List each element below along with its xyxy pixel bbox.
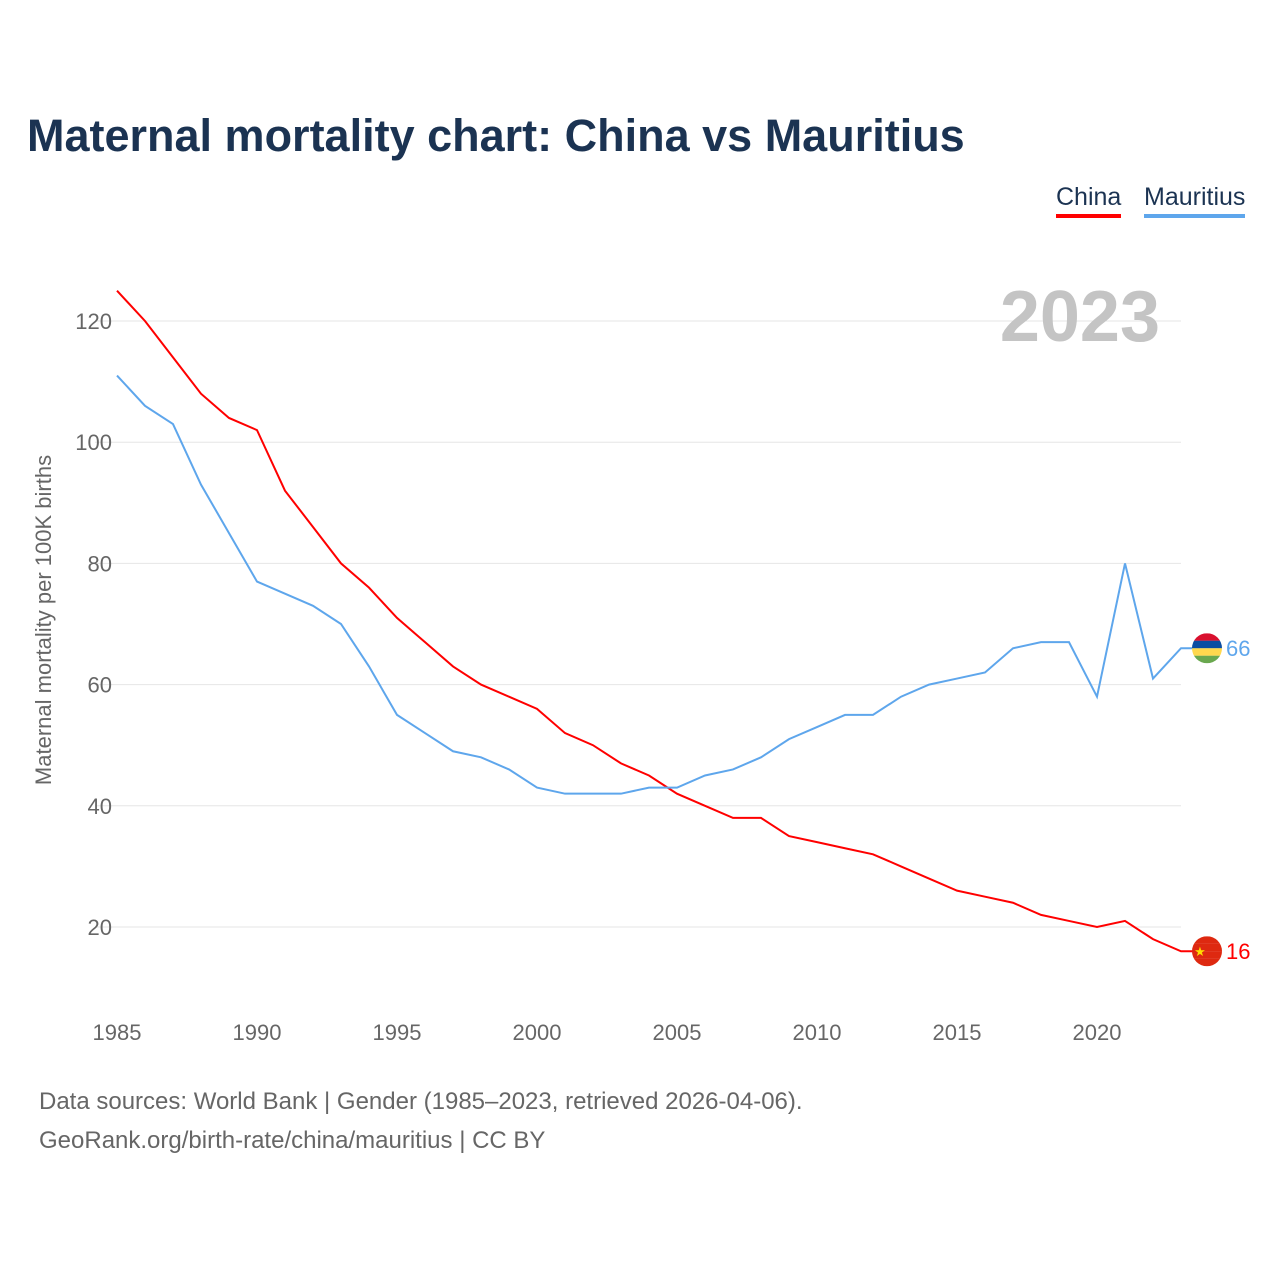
x-tick-label: 2020 xyxy=(1073,1020,1122,1045)
y-tick-label: 120 xyxy=(75,309,112,334)
x-tick-label: 1995 xyxy=(373,1020,422,1045)
end-value-label-china: 16 xyxy=(1226,939,1250,964)
legend-mauritius[interactable]: Mauritius xyxy=(1144,183,1246,218)
series-line-china xyxy=(116,290,1200,953)
series-line-mauritius xyxy=(116,374,1200,795)
x-tick-label: 2015 xyxy=(933,1020,982,1045)
y-tick-label: 80 xyxy=(88,551,112,576)
x-tick-label: 1985 xyxy=(93,1020,142,1045)
x-tick-label: 2005 xyxy=(653,1020,702,1045)
end-value-label-mauritius: 66 xyxy=(1226,636,1250,661)
x-tick-label: 2000 xyxy=(513,1020,562,1045)
svg-text:★: ★ xyxy=(1194,944,1206,959)
year-label: 2023 xyxy=(1000,277,1160,357)
x-tick-label: 1990 xyxy=(233,1020,282,1045)
page-title: Maternal mortality chart: China vs Mauri… xyxy=(27,110,965,161)
footer-link[interactable]: GeoRank.org/birth-rate/china/mauritius |… xyxy=(39,1127,546,1154)
x-tick-label: 2010 xyxy=(793,1020,842,1045)
y-tick-label: 20 xyxy=(88,915,112,940)
footer-source: Data sources: World Bank | Gender (1985–… xyxy=(39,1088,803,1115)
y-tick-label: 100 xyxy=(75,430,112,455)
china-flag-icon: ★ xyxy=(1192,936,1222,967)
y-tick-label: 60 xyxy=(88,673,112,698)
mauritius-flag-icon xyxy=(1192,633,1222,664)
y-axis-label: Maternal mortality per 100K births xyxy=(31,455,56,785)
legend-china[interactable]: China xyxy=(1056,183,1122,218)
y-tick-label: 40 xyxy=(88,794,112,819)
